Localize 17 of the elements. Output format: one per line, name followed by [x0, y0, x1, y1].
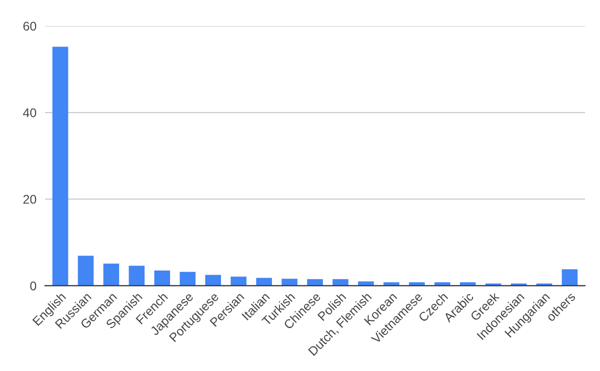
bar [78, 256, 94, 286]
bar [307, 279, 323, 286]
y-tick-label: 0 [30, 281, 36, 290]
y-tick-label: 40 [23, 108, 36, 118]
bar [562, 269, 578, 286]
bar [154, 270, 170, 286]
bar [180, 272, 196, 286]
y-tick-label: 60 [23, 22, 36, 31]
bar [230, 276, 246, 286]
bar [332, 279, 348, 286]
bar [52, 46, 68, 286]
bar [103, 264, 120, 286]
bar [205, 274, 222, 286]
bar [256, 278, 272, 286]
y-tick-label: 20 [23, 194, 36, 204]
bar [282, 278, 298, 286]
bar [128, 266, 145, 286]
